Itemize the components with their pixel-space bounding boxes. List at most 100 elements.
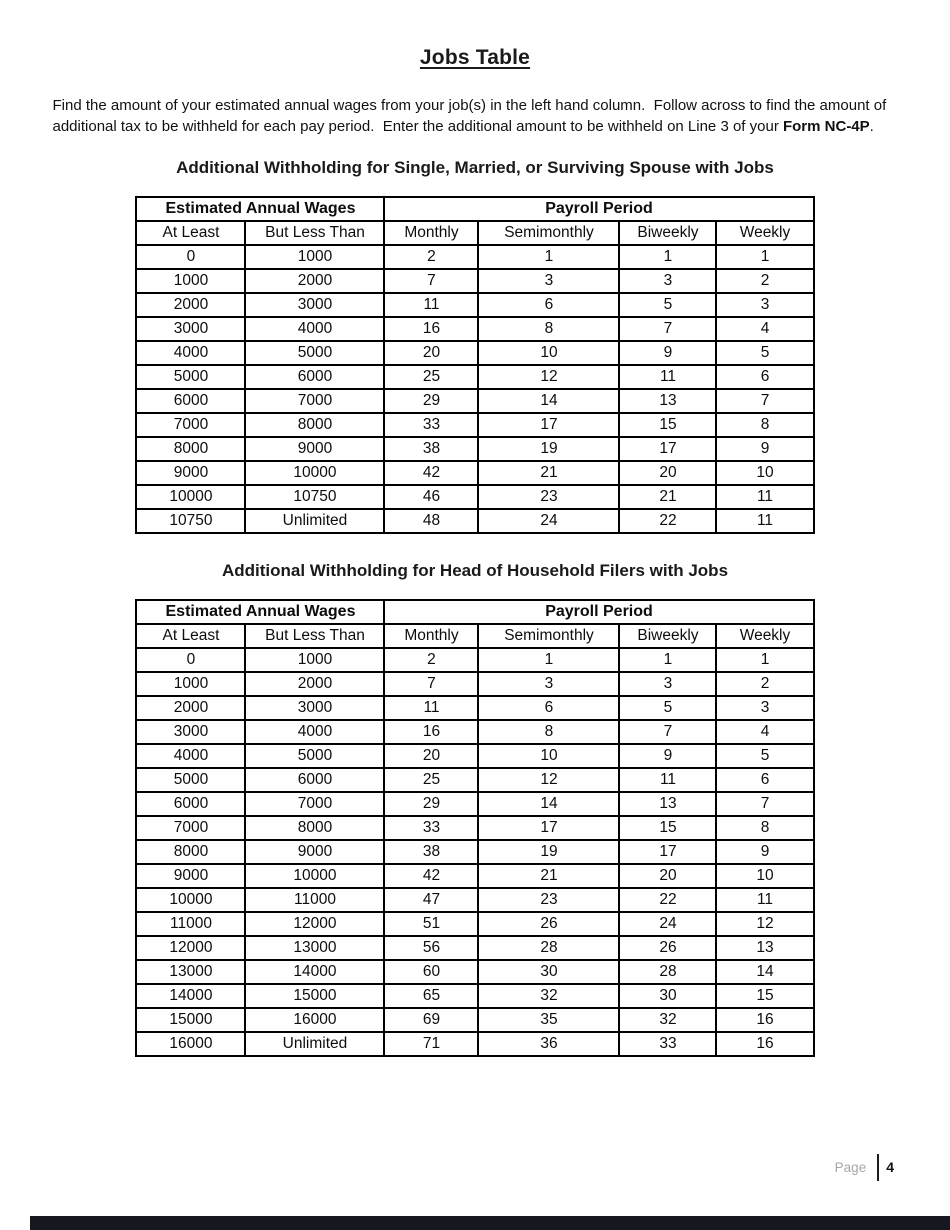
section-title-single-married: Additional Withholding for Single, Marri… — [176, 158, 774, 177]
table-cell: 14 — [477, 791, 621, 817]
page-title: Jobs Table — [419, 46, 531, 69]
table-cell: 20 — [618, 863, 718, 889]
table-cell: 1 — [477, 244, 621, 270]
table-cell: 4 — [715, 719, 815, 745]
table-cell: 20 — [618, 460, 718, 486]
table-row: 7000 8000 33 17 15 8 — [135, 412, 815, 438]
table-cell: 1 — [618, 244, 718, 270]
table-cell: 1 — [715, 244, 815, 270]
table-cell: 10000 — [135, 887, 247, 913]
table-cell: 1 — [618, 647, 718, 673]
table-row: 6000 7000 29 14 13 7 — [135, 791, 815, 817]
table-cell: 20 — [383, 340, 480, 366]
table-cell: 13000 — [135, 959, 247, 985]
table-cell: 9 — [618, 340, 718, 366]
table-cell: 60 — [383, 959, 480, 985]
intro-line-2-text: additional tax to be withheld for each p… — [52, 118, 783, 135]
table-cell: 12 — [477, 364, 621, 390]
table-cell: 11000 — [135, 911, 247, 937]
table-cell: 7 — [715, 388, 815, 414]
column-header-but-less-than: But Less Than — [244, 220, 386, 246]
intro-line-2-suffix: . — [869, 118, 874, 135]
table-cell: 4000 — [135, 743, 247, 769]
table-cell: 17 — [477, 815, 621, 841]
table-cell: 16000 — [244, 1007, 386, 1033]
table-cell: 19 — [477, 839, 621, 865]
table-cell: 14000 — [135, 983, 247, 1009]
table-cell: 2 — [715, 671, 815, 697]
table-cell: 6000 — [135, 388, 247, 414]
table-cell: 3 — [715, 292, 815, 318]
table-cell: 28 — [618, 959, 718, 985]
table-cell: 7000 — [135, 412, 247, 438]
table-cell: 12000 — [135, 935, 247, 961]
table-cell: 1 — [715, 647, 815, 673]
column-header-but-less-than: But Less Than — [244, 623, 386, 649]
table-cell: 12 — [477, 767, 621, 793]
table-row: 12000 13000 56 28 26 13 — [135, 935, 815, 961]
table-cell: 25 — [383, 767, 480, 793]
table-cell: 9 — [715, 436, 815, 462]
table-cell: 6000 — [135, 791, 247, 817]
table-row: 3000 4000 16 8 7 4 — [135, 719, 815, 745]
table-cell: 17 — [618, 436, 718, 462]
table-cell: 5000 — [135, 364, 247, 390]
table-cell: 0 — [135, 647, 247, 673]
table-cell: 65 — [383, 983, 480, 1009]
table-cell: 7 — [383, 671, 480, 697]
table-cell: 2 — [383, 244, 480, 270]
table-cell: 6000 — [244, 364, 386, 390]
table-cell: 7 — [618, 316, 718, 342]
table-cell: 13 — [618, 388, 718, 414]
table-cell: 2000 — [135, 695, 247, 721]
table-cell: 3 — [477, 671, 621, 697]
table-row: 5000 6000 25 12 11 6 — [135, 364, 815, 390]
table-cell: 5 — [715, 340, 815, 366]
table-cell: 6 — [715, 364, 815, 390]
column-header-monthly: Monthly — [383, 220, 480, 246]
table-row: 10750 Unlimited 48 24 22 11 — [135, 508, 815, 534]
table-cell: 8000 — [135, 436, 247, 462]
table-cell: Unlimited — [244, 508, 386, 534]
column-header-row: At Least But Less Than Monthly Semimonth… — [135, 220, 815, 246]
table-cell: 51 — [383, 911, 480, 937]
table-cell: 10 — [477, 340, 621, 366]
table-cell: 15 — [618, 815, 718, 841]
table-row: 2000 3000 11 6 5 3 — [135, 695, 815, 721]
table-cell: 4000 — [244, 316, 386, 342]
footer-page-number: 4 — [886, 1159, 894, 1175]
table-cell: 35 — [477, 1007, 621, 1033]
table-row: 2000 3000 11 6 5 3 — [135, 292, 815, 318]
group-header-payroll-period: Payroll Period — [383, 599, 815, 625]
table-cell: 14 — [477, 388, 621, 414]
table-cell: 0 — [135, 244, 247, 270]
group-header-payroll-period: Payroll Period — [383, 196, 815, 222]
column-header-semimonthly: Semimonthly — [477, 220, 621, 246]
table-cell: 7000 — [135, 815, 247, 841]
table-cell: 32 — [618, 1007, 718, 1033]
table-cell: 6000 — [244, 767, 386, 793]
table-cell: 6 — [477, 292, 621, 318]
table-row: 4000 5000 20 10 9 5 — [135, 340, 815, 366]
footer-page-label: Page — [834, 1159, 867, 1175]
table-cell: 29 — [383, 791, 480, 817]
table-cell: 71 — [383, 1031, 480, 1057]
table-row: 1000 2000 7 3 3 2 — [135, 268, 815, 294]
table-row: 8000 9000 38 19 17 9 — [135, 436, 815, 462]
table-cell: 10 — [715, 863, 815, 889]
table-row: 6000 7000 29 14 13 7 — [135, 388, 815, 414]
table-row: 0 1000 2 1 1 1 — [135, 244, 815, 270]
table-cell: 26 — [477, 911, 621, 937]
group-header-row: Estimated Annual Wages Payroll Period — [135, 196, 815, 222]
table-cell: 30 — [477, 959, 621, 985]
table-row: 10000 10750 46 23 21 11 — [135, 484, 815, 510]
table-cell: 3000 — [135, 316, 247, 342]
table-cell: 3000 — [244, 292, 386, 318]
table-cell: 11 — [715, 508, 815, 534]
table-cell: 42 — [383, 460, 480, 486]
table-cell: 22 — [618, 508, 718, 534]
table-cell: 4 — [715, 316, 815, 342]
table-row: 1000 2000 7 3 3 2 — [135, 671, 815, 697]
table-cell: 8 — [477, 316, 621, 342]
